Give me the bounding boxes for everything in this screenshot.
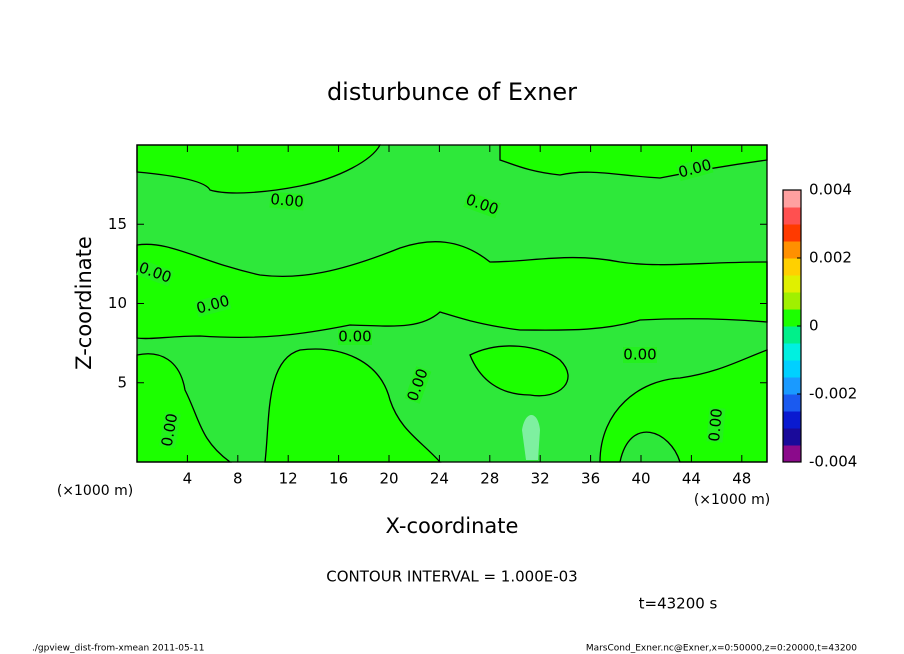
colorbar-tick-label: -0.002 [809,385,857,403]
footer-right: MarsCond_Exner.nc@Exner,x=0:50000,z=0:20… [586,644,857,654]
colorbar-tick-label: 0 [809,317,819,335]
colorbar-band [783,275,801,293]
x-tick-label: 12 [279,470,298,488]
contour-label-bg [404,366,432,404]
contour-label: 0.00 [158,412,182,448]
time-label: t=43200 s [639,595,718,613]
annotation: CONTOUR INTERVAL = 1.000E-03 [326,568,577,586]
colorbar-band [783,224,801,242]
contour-label-bg [623,347,657,363]
x-tick-label: 4 [183,470,193,488]
contour-label-bg [338,329,372,345]
colorbar-band [783,377,801,395]
chart-title: disturbunce of Exner [327,78,577,106]
colorbar-band [783,360,801,378]
footer-left: ./gpview_dist-from-xmean 2011-05-11 [32,644,204,654]
colorbar-band [783,428,801,446]
colorbar-band [783,207,801,225]
x-unit-label: (×1000 m) [694,492,770,508]
colorbar-band [783,309,801,327]
colorbar-band [783,241,801,259]
x-axis-label: X-coordinate [386,514,519,538]
colorbar-band [783,394,801,412]
contour-label-bg [676,156,714,182]
y-tick-label: 5 [117,373,127,391]
x-tick-label: 24 [430,470,449,488]
contour-label-bg [136,259,174,287]
positive-region [469,345,569,397]
colorbar-tick-label: 0.004 [809,181,852,199]
x-tick-label: 16 [329,470,348,488]
negative-blob [522,415,540,460]
y-tick-label: 15 [108,215,127,233]
colorbar-band [783,326,801,344]
x-unit-label: (×1000 m) [57,483,133,499]
contour-label-bg [159,411,181,449]
contour-label-bg [463,191,501,219]
contour-field [136,144,768,463]
colorbar-band [783,343,801,361]
positive-region [264,348,442,463]
x-tick-label: 40 [631,470,650,488]
contour-label: 0.00 [705,408,726,443]
contour-label: 0.00 [338,328,371,346]
contour-label-bg [194,292,232,318]
colorbar-band [783,445,801,463]
x-tick-label: 32 [531,470,550,488]
positive-region [136,353,232,463]
colorbar-band [783,190,801,208]
x-tick-label: 8 [233,470,243,488]
y-tick-label: 10 [108,294,127,312]
positive-region [136,241,768,340]
contour-label-bg [706,407,726,443]
x-tick-label: 36 [581,470,600,488]
colorbar-band [783,411,801,429]
positive-region [136,144,382,194]
x-tick-label: 48 [732,470,751,488]
contour-label: 0.00 [270,190,305,211]
y-axis-label: Z-coordinate [72,236,96,370]
positive-region [599,349,768,463]
contour-label-bg [269,191,305,211]
x-tick-label: 20 [379,470,398,488]
x-tick-label: 44 [682,470,701,488]
contour-label: 0.00 [623,346,656,364]
colorbar-tick-label: -0.004 [809,453,857,471]
colorbar-band [783,292,801,310]
x-tick-label: 28 [480,470,499,488]
colorbar-band [783,258,801,276]
colorbar-tick-label: 0.002 [809,249,852,267]
